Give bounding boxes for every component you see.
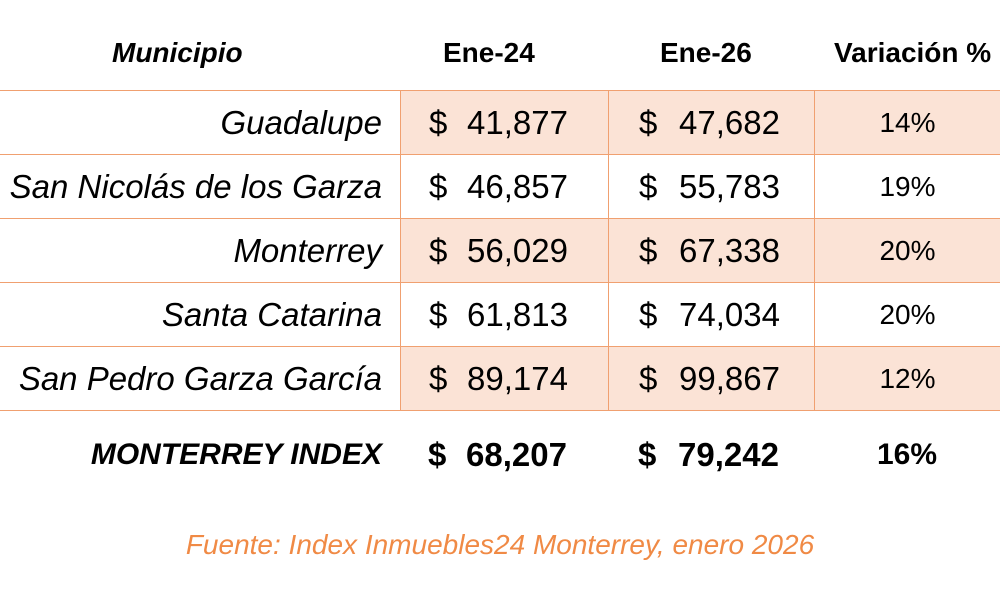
municipio-cell: Guadalupe (220, 104, 382, 141)
currency-symbol: $ (639, 232, 658, 269)
ene24-cell: $61,813 (400, 283, 608, 346)
column-header-ene24: Ene-24 (443, 37, 535, 68)
total-row: MONTERREY INDEX $68,207 $79,242 16% (0, 420, 1000, 490)
currency-symbol: $ (638, 436, 657, 473)
column-header-variacion: Variación % (834, 37, 992, 68)
ene26-cell: $67,338 (608, 219, 814, 282)
municipio-cell: San Nicolás de los Garza (9, 168, 382, 205)
column-header-ene26: Ene-26 (660, 37, 752, 68)
ene26-cell: $99,867 (608, 347, 814, 410)
ene24-cell: $46,857 (400, 155, 608, 218)
currency-symbol: $ (429, 104, 448, 141)
total-ene24-cell: $68,207 (400, 420, 608, 490)
variacion-cell: 20% (814, 219, 1000, 282)
price-table: Guadalupe $41,877 $47,682 14% San Nicolá… (0, 90, 1000, 411)
currency-symbol: $ (429, 360, 448, 397)
currency-symbol: $ (429, 296, 448, 333)
ene24-value: 61,813 (467, 296, 568, 333)
variacion-cell: 14% (814, 91, 1000, 154)
table-header: Municipio Ene-24 Ene-26 Variación % (0, 28, 1000, 78)
ene26-value: 67,338 (679, 232, 780, 269)
variacion-cell: 12% (814, 347, 1000, 410)
municipio-cell: San Pedro Garza García (18, 360, 382, 397)
table-row: San Pedro Garza García $89,174 $99,867 1… (0, 347, 1000, 411)
ene26-value: 47,682 (679, 104, 780, 141)
currency-symbol: $ (429, 232, 448, 269)
table-row: Monterrey $56,029 $67,338 20% (0, 219, 1000, 283)
currency-symbol: $ (639, 104, 658, 141)
ene24-value: 41,877 (467, 104, 568, 141)
table-row: Guadalupe $41,877 $47,682 14% (0, 91, 1000, 155)
ene26-cell: $55,783 (608, 155, 814, 218)
column-header-municipio: Municipio (112, 37, 243, 68)
ene24-cell: $56,029 (400, 219, 608, 282)
total-label: MONTERREY INDEX (90, 438, 382, 471)
ene24-cell: $41,877 (400, 91, 608, 154)
ene24-value: 46,857 (467, 168, 568, 205)
currency-symbol: $ (429, 168, 448, 205)
total-ene24-value: 68,207 (466, 436, 567, 473)
variacion-cell: 19% (814, 155, 1000, 218)
source-note: Fuente: Index Inmuebles24 Monterrey, ene… (185, 529, 815, 560)
table-row: San Nicolás de los Garza $46,857 $55,783… (0, 155, 1000, 219)
ene26-value: 55,783 (679, 168, 780, 205)
ene26-cell: $74,034 (608, 283, 814, 346)
currency-symbol: $ (639, 296, 658, 333)
total-variacion: 16% (876, 438, 938, 471)
total-ene26-value: 79,242 (678, 436, 779, 473)
currency-symbol: $ (639, 360, 658, 397)
total-ene26-cell: $79,242 (608, 420, 814, 490)
currency-symbol: $ (428, 436, 447, 473)
table-row: Santa Catarina $61,813 $74,034 20% (0, 283, 1000, 347)
currency-symbol: $ (639, 168, 658, 205)
ene26-cell: $47,682 (608, 91, 814, 154)
variacion-cell: 20% (814, 283, 1000, 346)
ene24-value: 89,174 (467, 360, 568, 397)
ene26-value: 74,034 (679, 296, 780, 333)
ene24-value: 56,029 (467, 232, 568, 269)
municipio-cell: Santa Catarina (161, 296, 382, 333)
municipio-cell: Monterrey (233, 232, 382, 269)
ene24-cell: $89,174 (400, 347, 608, 410)
ene26-value: 99,867 (679, 360, 780, 397)
